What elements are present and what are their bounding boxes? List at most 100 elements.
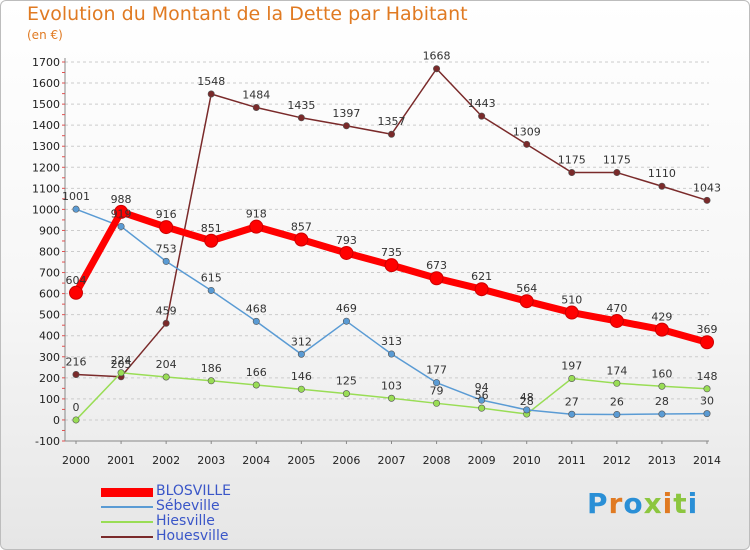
data-point [703,410,711,418]
data-point [252,381,260,389]
data-point [613,379,621,387]
data-label: 735 [381,246,402,259]
x-tick-label: 2001 [107,454,135,467]
chart-title: Evolution du Montant de la Dette par Hab… [27,3,468,25]
data-label: 369 [697,323,718,336]
data-point [297,350,305,358]
data-point [297,385,305,393]
data-label: 1484 [242,88,270,101]
data-point [117,222,125,230]
data-label: 510 [561,294,582,307]
x-tick-label: 2002 [152,454,180,467]
data-label: 205 [111,358,132,371]
data-point [339,245,354,260]
data-point [162,319,170,327]
data-point [387,130,395,138]
data-point [252,317,260,325]
data-label: 79 [430,384,444,397]
data-label: 146 [291,370,312,383]
legend-label: Houesville [156,528,229,544]
data-label: 28 [520,395,534,408]
axes: -100010020030040050060070080090010001100… [32,56,721,467]
data-label: 1397 [332,107,360,120]
data-label: 1043 [693,181,721,194]
data-point [342,122,350,130]
data-label: 160 [651,367,672,380]
data-point [162,257,170,265]
data-point [433,399,441,407]
data-label: 204 [156,358,177,371]
data-label: 177 [426,364,447,377]
x-tick-label: 2007 [378,454,406,467]
data-point [69,285,83,300]
data-point [72,416,80,424]
x-tick-label: 2006 [332,454,360,467]
data-label: 30 [700,395,714,408]
y-tick-label: 800 [39,246,60,259]
x-tick-label: 2012 [603,454,631,467]
x-tick-label: 2011 [558,454,586,467]
data-point [72,205,80,213]
x-tick-label: 2003 [197,454,225,467]
data-label: 753 [156,242,177,255]
data-point [159,220,174,235]
data-point [207,90,215,98]
data-point [252,103,260,111]
legend-swatch [101,521,153,523]
data-label: 673 [426,259,447,272]
data-label: 56 [475,389,489,402]
y-tick-label: 1300 [32,140,60,153]
data-label: 197 [561,359,582,372]
data-point [700,335,714,350]
data-label: 468 [246,302,267,315]
data-label: 1357 [378,115,406,128]
data-label: 216 [66,355,87,368]
data-label: 857 [291,220,312,233]
y-tick-label: 1000 [32,203,60,216]
data-label: 1110 [648,167,676,180]
data-label: 103 [381,379,402,392]
data-label: 429 [651,311,672,324]
data-label: 312 [291,335,312,348]
data-point [429,271,444,286]
data-label: 1309 [513,125,541,138]
data-label: 313 [381,335,402,348]
data-label: 174 [606,364,627,377]
data-label: 988 [111,193,132,206]
y-tick-label: 1400 [32,119,60,132]
y-tick-label: 600 [39,288,60,301]
y-tick-label: 400 [39,330,60,343]
legend-label: Sébeville [156,498,220,514]
data-label: 224 [111,354,132,367]
data-point [72,370,80,378]
data-point [654,322,669,337]
data-label: 1175 [603,154,631,167]
y-tick-label: 0 [53,414,60,427]
data-point [478,396,486,404]
y-tick-label: 1100 [32,182,60,195]
unit-label: (en €) [27,28,63,42]
data-label: 27 [565,395,579,408]
data-label: 26 [610,395,624,408]
legend-swatch [101,536,153,538]
data-point [474,282,489,297]
data-point [478,112,486,120]
data-point [162,373,170,381]
y-tick-label: 1600 [32,77,60,90]
data-label: 615 [201,271,222,284]
data-labels: 604 988 916 851 918 857 793 735 673 621 564 510 470 4… [62,50,721,414]
data-point [384,258,399,273]
data-point [207,377,215,385]
x-tick-label: 2010 [513,454,541,467]
y-tick-label: 300 [39,351,60,364]
data-label: 28 [655,395,669,408]
data-point [294,232,309,247]
data-label: 125 [336,375,357,388]
data-label: 148 [697,370,718,383]
data-point [117,369,125,377]
data-label: 48 [520,391,534,404]
data-point [703,385,711,393]
data-point [703,196,711,204]
legend-swatch [101,506,153,508]
